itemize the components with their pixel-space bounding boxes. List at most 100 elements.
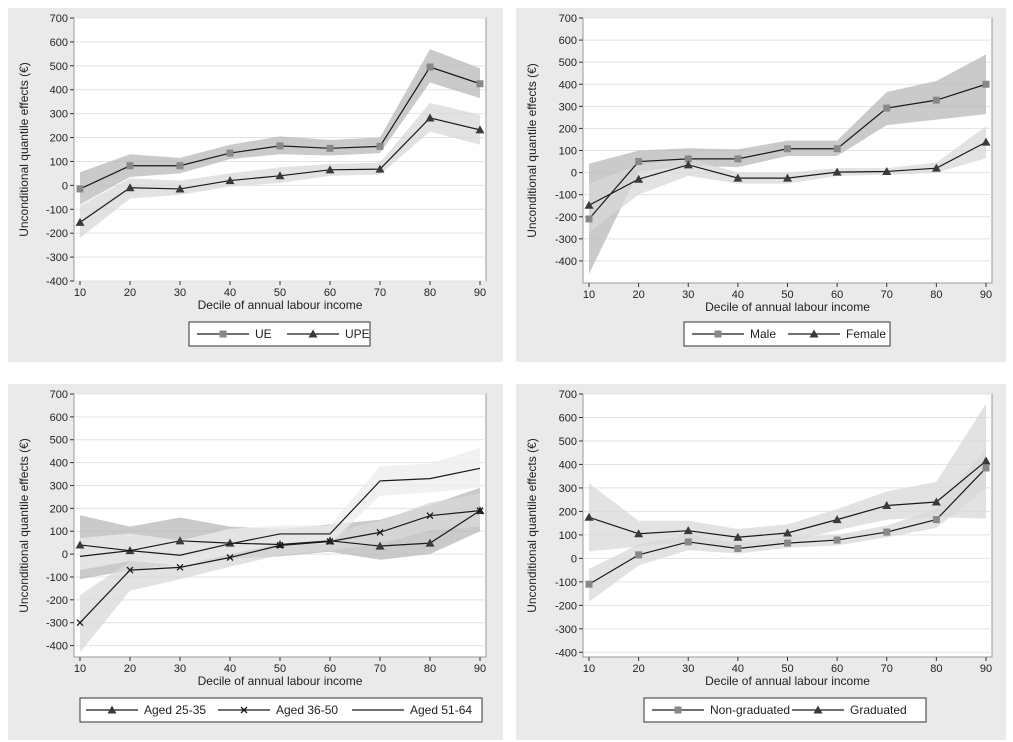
x-tick-label: 60 xyxy=(831,289,843,301)
legend-marker xyxy=(219,330,227,338)
series-aged-51-64 xyxy=(79,467,481,557)
data-point-graduated xyxy=(733,532,743,541)
y-tick-label: -200 xyxy=(555,212,577,224)
x-tick-label: 80 xyxy=(424,287,436,299)
y-tick-label: 600 xyxy=(559,35,577,47)
y-tick-label: 500 xyxy=(559,57,577,69)
x-tick-label: 90 xyxy=(474,287,486,299)
legend-label: Male xyxy=(750,327,776,341)
y-tick-label: -400 xyxy=(555,256,577,268)
x-tick-label: 40 xyxy=(732,663,744,675)
series-non-graduated xyxy=(585,464,990,588)
data-point-upe xyxy=(475,125,485,134)
y-tick-label: -300 xyxy=(46,252,68,264)
legend-label: Aged 51-64 xyxy=(410,703,472,717)
data-point-aged-25-35 xyxy=(175,536,185,545)
data-point-upe xyxy=(75,217,85,226)
data-point-female xyxy=(931,163,941,172)
y-tick-label: -300 xyxy=(555,234,577,246)
y-tick-label: -100 xyxy=(46,204,68,216)
x-tick-label: 20 xyxy=(633,663,645,675)
data-point-aged-25-35 xyxy=(425,538,435,547)
data-point-aged-36-50 xyxy=(276,541,284,549)
data-point-non-graduated xyxy=(635,551,643,559)
data-point-male xyxy=(734,155,742,163)
legend-item-non-graduated: Non-graduated xyxy=(652,703,790,717)
data-point-aged-36-50 xyxy=(376,528,384,536)
data-point-graduated xyxy=(634,529,644,538)
x-tick-label: 60 xyxy=(831,663,843,675)
data-point-ue xyxy=(376,142,384,150)
x-tick-label: 20 xyxy=(124,663,136,675)
y-tick-label: -100 xyxy=(555,577,577,589)
data-point-aged-36-50 xyxy=(476,507,484,515)
data-point-non-graduated xyxy=(883,528,891,536)
y-tick-label: -200 xyxy=(555,600,577,612)
legend-label: UE xyxy=(255,327,272,341)
legend: Non-graduated Graduated xyxy=(643,697,927,723)
data-point-non-graduated xyxy=(684,538,692,546)
x-tick-label: 50 xyxy=(274,663,286,675)
y-axis-title: Unconditional quantile effects (€) xyxy=(525,63,539,238)
y-tick-label: -100 xyxy=(46,572,68,584)
data-point-female xyxy=(832,167,842,176)
series-female xyxy=(584,137,991,209)
y-tick-label: -300 xyxy=(46,618,68,630)
data-point-aged-25-35 xyxy=(75,540,85,549)
data-point-upe xyxy=(325,165,335,174)
x-tick-label: 30 xyxy=(174,663,186,675)
data-point-female xyxy=(584,200,594,209)
y-tick-label: 400 xyxy=(50,458,68,470)
legend-item-male: Male xyxy=(692,327,776,341)
data-point-ue xyxy=(476,80,484,88)
data-point-aged-36-50 xyxy=(176,563,184,571)
legend-item-ue: UE xyxy=(197,327,272,341)
x-tick-label: 80 xyxy=(930,289,942,301)
legend: UE UPE xyxy=(188,321,371,347)
series-upe xyxy=(75,113,485,226)
data-point-graduated xyxy=(981,456,991,465)
data-point-graduated xyxy=(882,501,892,510)
legend-marker xyxy=(714,330,722,338)
data-point-aged-25-35 xyxy=(325,536,335,545)
chart-education: -400 -300 -200 -100 0 100 200 300 400 500 600 700 10… xyxy=(525,389,993,723)
data-point-female xyxy=(783,173,792,182)
x-tick-label: 40 xyxy=(224,663,236,675)
legend-label: Aged 25-35 xyxy=(144,703,206,717)
y-tick-label: 400 xyxy=(559,459,577,471)
legend-marker xyxy=(107,705,117,714)
data-point-aged-36-50 xyxy=(426,512,434,520)
x-tick-label: 70 xyxy=(881,289,893,301)
chart-panel-education: -400 -300 -200 -100 0 100 200 300 400 500 600 700 10… xyxy=(516,384,1006,740)
data-point-ue xyxy=(326,144,334,152)
data-point-male xyxy=(635,158,643,166)
data-point-ue xyxy=(276,142,284,150)
data-point-male xyxy=(982,80,990,88)
y-tick-label: 700 xyxy=(559,389,577,401)
data-point-male xyxy=(684,155,692,163)
y-axis-title: Unconditional quantile effects (€) xyxy=(525,438,539,613)
y-tick-label: 400 xyxy=(559,79,577,91)
data-point-non-graduated xyxy=(982,464,990,472)
y-tick-label: 500 xyxy=(50,435,68,447)
data-point-upe xyxy=(225,176,235,185)
y-tick-label: 600 xyxy=(50,412,68,424)
data-point-graduated xyxy=(584,512,594,521)
chart-panel-gender: -400 -300 -200 -100 0 100 200 300 400 500 600 700 10… xyxy=(516,8,1006,362)
y-tick-label: 600 xyxy=(50,37,68,49)
x-tick-label: 30 xyxy=(174,287,186,299)
chart-panel-income-type: -400 -300 -200 -100 0 100 200 300 400 500 600 700 10… xyxy=(8,8,503,362)
data-point-aged-36-50 xyxy=(226,554,234,561)
y-tick-label: 300 xyxy=(559,483,577,495)
y-tick-label: -300 xyxy=(555,624,577,636)
x-tick-label: 10 xyxy=(583,289,595,301)
y-tick-label: 500 xyxy=(559,436,577,448)
x-tick-label: 10 xyxy=(74,663,86,675)
x-tick-label: 70 xyxy=(374,663,386,675)
data-point-graduated xyxy=(683,526,693,535)
y-tick-label: 600 xyxy=(559,412,577,424)
y-tick-label: 300 xyxy=(50,109,68,121)
data-point-non-graduated xyxy=(734,545,742,553)
series-ue xyxy=(76,63,484,193)
data-point-upe xyxy=(425,113,435,122)
